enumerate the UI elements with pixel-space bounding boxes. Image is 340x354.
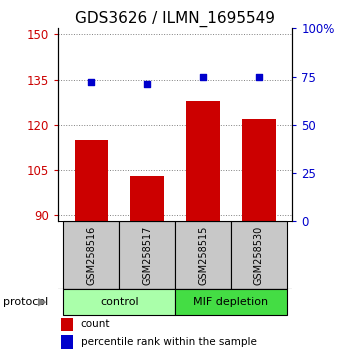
Bar xyxy=(63,221,119,289)
Bar xyxy=(61,335,73,349)
Bar xyxy=(63,289,175,315)
Bar xyxy=(175,221,231,289)
Bar xyxy=(242,119,276,221)
Bar xyxy=(61,318,73,331)
Point xyxy=(89,80,94,85)
Bar xyxy=(231,221,287,289)
Bar xyxy=(175,289,287,315)
Text: GSM258530: GSM258530 xyxy=(254,225,264,285)
Point xyxy=(144,81,150,87)
Text: MIF depletion: MIF depletion xyxy=(193,297,269,307)
Text: ▶: ▶ xyxy=(38,297,47,307)
Point xyxy=(256,74,261,79)
Bar xyxy=(186,101,220,221)
Text: GSM258516: GSM258516 xyxy=(86,225,96,285)
Text: percentile rank within the sample: percentile rank within the sample xyxy=(81,337,256,347)
Title: GDS3626 / ILMN_1695549: GDS3626 / ILMN_1695549 xyxy=(75,11,275,27)
Text: GSM258515: GSM258515 xyxy=(198,225,208,285)
Text: control: control xyxy=(100,297,139,307)
Bar xyxy=(119,221,175,289)
Text: GSM258517: GSM258517 xyxy=(142,225,152,285)
Bar xyxy=(131,176,164,221)
Text: count: count xyxy=(81,319,110,329)
Bar xyxy=(74,140,108,221)
Text: protocol: protocol xyxy=(3,297,49,307)
Point xyxy=(200,74,206,79)
